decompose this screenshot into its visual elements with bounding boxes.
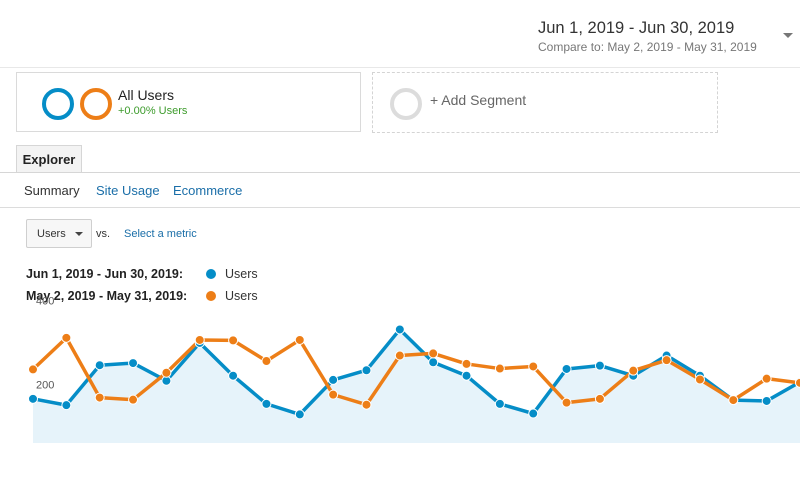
- compare-label: Compare to:: [538, 40, 605, 54]
- legend-compare-range: May 2, 2019 - May 31, 2019:: [26, 289, 188, 303]
- data-point-compare[interactable]: [228, 335, 239, 346]
- segment-all-users[interactable]: All Users +0.00% Users: [16, 72, 361, 132]
- legend-compare-dot-icon: [206, 291, 216, 301]
- data-point-current[interactable]: [228, 370, 239, 381]
- data-point-compare[interactable]: [328, 389, 339, 400]
- data-point-compare[interactable]: [628, 365, 639, 376]
- data-point-current[interactable]: [128, 358, 139, 369]
- data-point-compare[interactable]: [461, 358, 472, 369]
- add-segment-button[interactable]: + Add Segment: [372, 72, 718, 133]
- tab-explorer[interactable]: Explorer: [16, 145, 82, 173]
- date-range-primary: Jun 1, 2019 - Jun 30, 2019: [538, 19, 735, 37]
- metric-dropdown[interactable]: Users: [26, 219, 92, 248]
- data-point-current[interactable]: [761, 395, 772, 406]
- data-point-compare[interactable]: [28, 364, 38, 375]
- chevron-down-icon: [75, 232, 83, 236]
- tab-divider: [0, 172, 800, 173]
- data-point-compare[interactable]: [728, 395, 739, 406]
- vs-label: vs.: [96, 228, 111, 240]
- subnav-ecommerce[interactable]: Ecommerce: [173, 183, 243, 198]
- data-point-current[interactable]: [528, 408, 539, 419]
- date-range-picker[interactable]: Jun 1, 2019 - Jun 30, 2019 Compare to: M…: [534, 14, 798, 58]
- data-point-current[interactable]: [394, 324, 405, 335]
- data-point-current[interactable]: [28, 393, 38, 404]
- data-point-compare[interactable]: [494, 363, 505, 374]
- series-line-compare: [31, 336, 800, 407]
- data-point-compare[interactable]: [561, 397, 572, 408]
- data-point-current[interactable]: [294, 409, 305, 420]
- users-line-chart: 200 400: [28, 295, 800, 443]
- data-point-compare[interactable]: [761, 373, 772, 384]
- y-tick-label: 200: [36, 380, 54, 392]
- data-point-current[interactable]: [428, 357, 439, 368]
- subnav-divider: [0, 207, 800, 208]
- data-point-current[interactable]: [61, 400, 72, 411]
- header-divider: [0, 67, 800, 68]
- data-point-current[interactable]: [94, 360, 105, 371]
- segment-circle-compare-icon: [80, 88, 112, 120]
- data-point-compare[interactable]: [61, 332, 72, 343]
- segment-circle-current-icon: [42, 88, 74, 120]
- data-point-current[interactable]: [494, 398, 505, 409]
- data-point-current[interactable]: [261, 398, 272, 409]
- data-point-compare[interactable]: [661, 355, 672, 366]
- segment-change: +0.00% Users: [118, 105, 188, 117]
- legend-current-dot-icon: [206, 269, 216, 279]
- empty-segment-circle-icon: [390, 88, 422, 120]
- data-point-current[interactable]: [561, 363, 572, 374]
- series-area-fill: [33, 329, 800, 443]
- y-tick-label: 400: [36, 295, 54, 307]
- data-point-current[interactable]: [328, 374, 339, 385]
- subnav-summary[interactable]: Summary: [24, 183, 80, 198]
- data-point-compare[interactable]: [94, 392, 105, 403]
- data-point-compare[interactable]: [361, 399, 372, 410]
- data-point-compare[interactable]: [394, 350, 405, 361]
- compare-range: May 2, 2019 - May 31, 2019: [607, 40, 757, 54]
- select-metric-link[interactable]: Select a metric: [124, 228, 197, 240]
- data-point-compare[interactable]: [161, 367, 172, 378]
- legend-current-range: Jun 1, 2019 - Jun 30, 2019:: [26, 267, 184, 281]
- data-point-compare[interactable]: [294, 334, 305, 345]
- data-point-current[interactable]: [594, 360, 605, 371]
- add-segment-label: + Add Segment: [430, 92, 527, 108]
- legend-current-series: Users: [225, 267, 258, 281]
- data-point-current[interactable]: [361, 365, 372, 376]
- data-point-compare[interactable]: [428, 348, 439, 359]
- data-point-compare[interactable]: [261, 355, 272, 366]
- data-point-compare[interactable]: [795, 377, 800, 388]
- data-point-compare[interactable]: [594, 393, 605, 404]
- data-point-current[interactable]: [461, 370, 472, 381]
- metric-dropdown-label: Users: [37, 228, 66, 240]
- segment-name: All Users: [118, 87, 175, 103]
- data-point-compare[interactable]: [528, 361, 539, 372]
- subnav-site-usage[interactable]: Site Usage: [96, 183, 160, 198]
- caret-down-icon[interactable]: [783, 33, 793, 38]
- data-point-compare[interactable]: [128, 394, 139, 405]
- legend-compare-series: Users: [225, 289, 258, 303]
- data-point-compare[interactable]: [694, 374, 705, 385]
- data-point-compare[interactable]: [194, 334, 205, 345]
- date-range-compare: Compare to: May 2, 2019 - May 31, 2019: [538, 40, 757, 54]
